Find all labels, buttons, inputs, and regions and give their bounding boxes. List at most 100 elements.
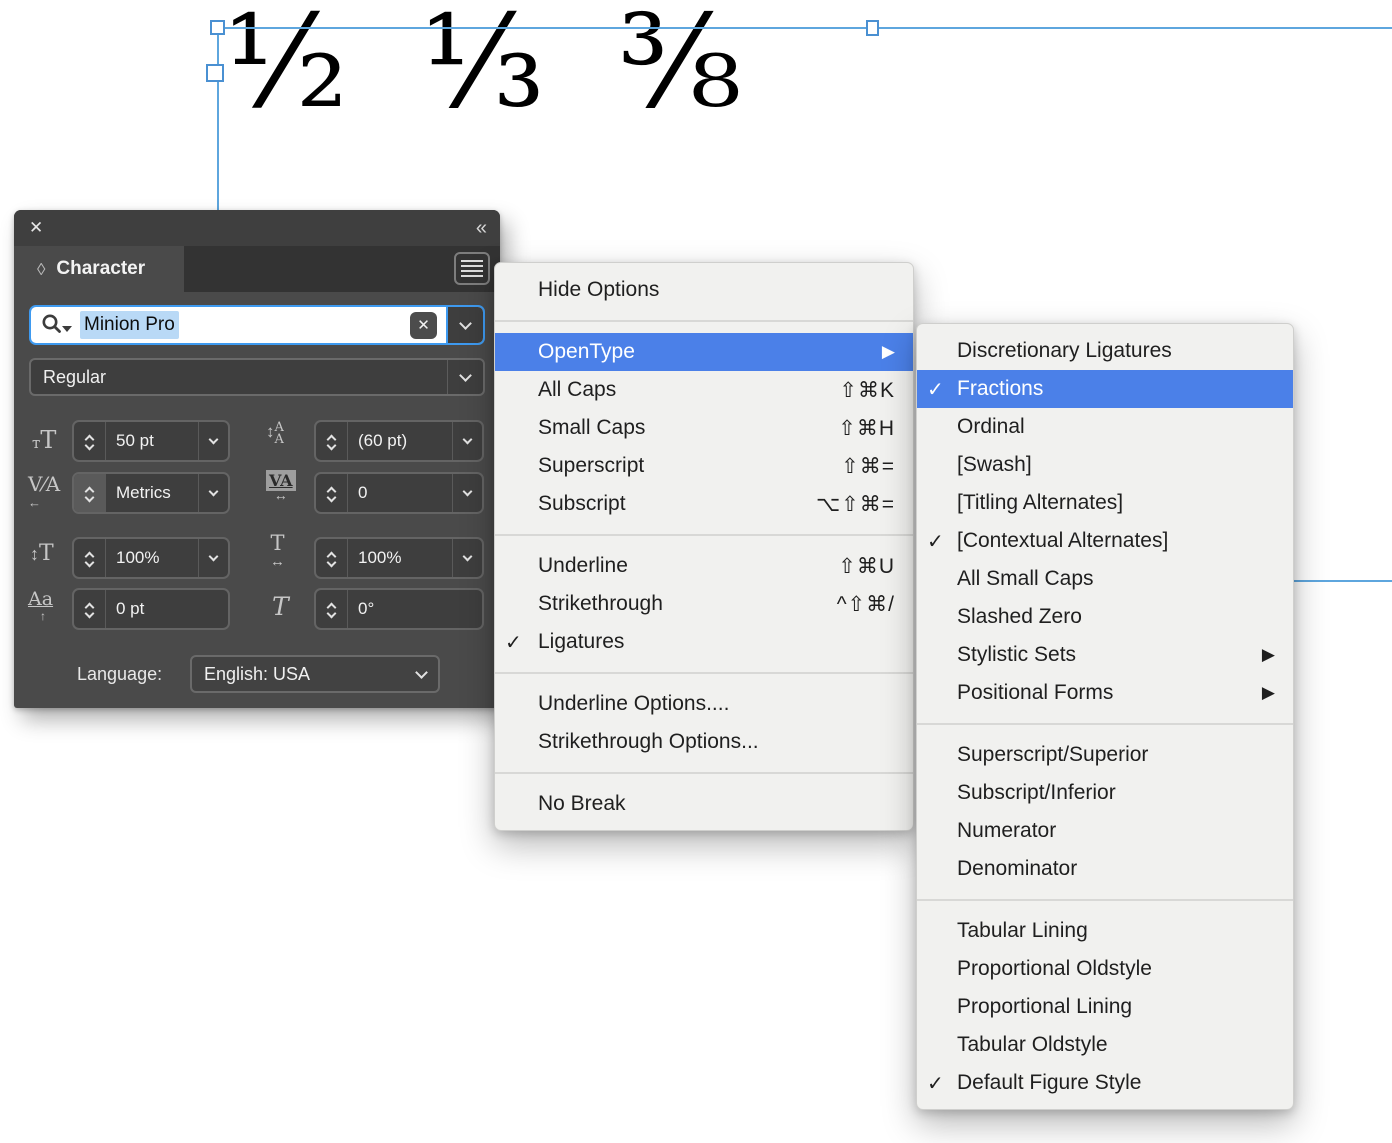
- menu-item-superscript-superior[interactable]: Superscript/Superior: [917, 736, 1293, 774]
- menu-item-underline-options[interactable]: Underline Options....: [495, 685, 913, 723]
- font-size-field[interactable]: 50 pt: [72, 420, 230, 462]
- menu-item-swash[interactable]: [Swash]: [917, 446, 1293, 484]
- skew-stepper[interactable]: [316, 590, 348, 628]
- menu-item-shortcut: ⇧⌘U: [838, 554, 895, 578]
- menu-item-subscript[interactable]: Subscript ⌥⇧⌘=: [495, 485, 913, 523]
- chevron-down-icon: [208, 486, 219, 496]
- menu-item-superscript[interactable]: Superscript ⇧⌘=: [495, 447, 913, 485]
- frame-handle-top-left[interactable]: [210, 20, 225, 35]
- menu-item-denominator[interactable]: Denominator: [917, 850, 1293, 888]
- menu-item-underline[interactable]: Underline ⇧⌘U: [495, 547, 913, 585]
- menu-item-slashed-zero[interactable]: Slashed Zero: [917, 598, 1293, 636]
- tracking-stepper[interactable]: [316, 474, 348, 512]
- horizontal-scale-field[interactable]: 100%: [314, 537, 484, 579]
- leading-stepper[interactable]: [316, 422, 348, 460]
- menu-item-hide-options[interactable]: Hide Options: [495, 271, 913, 309]
- menu-item-small-caps[interactable]: Small Caps ⇧⌘H: [495, 409, 913, 447]
- menu-item-label: [Swash]: [957, 453, 1032, 476]
- menu-item-stylistic-sets[interactable]: Stylistic Sets ▶: [917, 636, 1293, 674]
- vertical-scale-stepper[interactable]: [74, 539, 106, 577]
- menu-item-label: Superscript: [538, 454, 645, 477]
- collapse-panel-icon[interactable]: «: [475, 216, 487, 239]
- menu-item-contextual-alternates[interactable]: ✓ [Contextual Alternates]: [917, 522, 1293, 560]
- tracking-dropdown-button[interactable]: [452, 474, 482, 512]
- menu-item-label: All Small Caps: [957, 567, 1094, 590]
- search-icon: [31, 313, 76, 337]
- menu-item-proportional-lining[interactable]: Proportional Lining: [917, 988, 1293, 1026]
- menu-item-tabular-lining[interactable]: Tabular Lining: [917, 912, 1293, 950]
- baseline-shift-field[interactable]: 0 pt: [72, 588, 230, 630]
- menu-item-all-caps[interactable]: All Caps ⇧⌘K: [495, 371, 913, 409]
- menu-item-label: Subscript/Inferior: [957, 781, 1116, 804]
- menu-item-label: Fractions: [957, 377, 1044, 400]
- horizontal-scale-stepper[interactable]: [316, 539, 348, 577]
- menu-item-tabular-oldstyle[interactable]: Tabular Oldstyle: [917, 1026, 1293, 1064]
- menu-item-label: Strikethrough Options...: [538, 730, 759, 753]
- kerning-stepper[interactable]: [74, 474, 106, 512]
- frame-handle-top-middle[interactable]: [866, 20, 879, 36]
- character-panel: ✕ « ◊ Character Minion Pro ✕ Regula: [14, 210, 500, 708]
- leading-field[interactable]: (60 pt): [314, 420, 484, 462]
- menu-divider: [495, 772, 913, 774]
- menu-item-subscript-inferior[interactable]: Subscript/Inferior: [917, 774, 1293, 812]
- menu-item-numerator[interactable]: Numerator: [917, 812, 1293, 850]
- font-family-dropdown-button[interactable]: [446, 307, 483, 343]
- panel-menu-button[interactable]: [454, 252, 490, 285]
- horizontal-scale-dropdown-button[interactable]: [452, 539, 482, 577]
- clear-search-button[interactable]: ✕: [410, 311, 437, 339]
- menu-item-label: All Caps: [538, 378, 617, 401]
- text-frame-bottom-edge: [1294, 580, 1392, 582]
- tracking-field[interactable]: 0: [314, 472, 484, 514]
- menu-divider: [495, 320, 913, 322]
- menu-item-fractions[interactable]: ✓ Fractions: [917, 370, 1293, 408]
- font-style-dropdown[interactable]: Regular: [29, 358, 485, 396]
- menu-item-label: Hide Options: [538, 278, 660, 301]
- chevron-down-icon: [462, 434, 473, 444]
- menu-item-default-figure-style[interactable]: ✓ Default Figure Style: [917, 1064, 1293, 1102]
- kerning-dropdown-button[interactable]: [198, 474, 228, 512]
- font-size-stepper[interactable]: [74, 422, 106, 460]
- vertical-scale-dropdown-button[interactable]: [198, 539, 228, 577]
- language-dropdown[interactable]: English: USA: [190, 655, 440, 693]
- font-style-value: Regular: [43, 366, 107, 387]
- font-family-field[interactable]: Minion Pro ✕: [29, 305, 485, 345]
- kerning-field[interactable]: Metrics: [72, 472, 230, 514]
- menu-item-label: Default Figure Style: [957, 1071, 1142, 1094]
- menu-item-all-small-caps[interactable]: All Small Caps: [917, 560, 1293, 598]
- vertical-scale-field[interactable]: 100%: [72, 537, 230, 579]
- menu-divider: [495, 534, 913, 536]
- menu-item-shortcut: ^⇧⌘/: [836, 592, 895, 616]
- menu-item-discretionary-ligatures[interactable]: Discretionary Ligatures: [917, 332, 1293, 370]
- menu-item-proportional-oldstyle[interactable]: Proportional Oldstyle: [917, 950, 1293, 988]
- menu-item-ordinal[interactable]: Ordinal: [917, 408, 1293, 446]
- tab-character[interactable]: ◊ Character: [14, 246, 184, 292]
- chevron-down-icon: [462, 551, 473, 561]
- chevron-down-icon: [459, 368, 472, 382]
- menu-item-no-break[interactable]: No Break: [495, 785, 913, 823]
- check-icon: ✓: [927, 378, 944, 401]
- horizontal-scale-value: 100%: [358, 548, 402, 567]
- leading-dropdown-button[interactable]: [452, 422, 482, 460]
- panel-cycle-icon: ◊: [37, 259, 46, 279]
- menu-item-label: [Titling Alternates]: [957, 491, 1124, 514]
- skew-field[interactable]: 0°: [314, 588, 484, 630]
- baseline-shift-stepper[interactable]: [74, 590, 106, 628]
- menu-item-label: Stylistic Sets: [957, 643, 1077, 666]
- menu-item-positional-forms[interactable]: Positional Forms ▶: [917, 674, 1293, 712]
- menu-item-opentype[interactable]: OpenType ▶: [495, 333, 913, 371]
- menu-item-label: Numerator: [957, 819, 1057, 842]
- menu-item-ligatures[interactable]: ✓ Ligatures: [495, 623, 913, 661]
- close-icon[interactable]: ✕: [29, 218, 44, 237]
- font-size-dropdown-button[interactable]: [198, 422, 228, 460]
- leading-value: (60 pt): [358, 431, 408, 450]
- tracking-icon: VA ↔: [266, 470, 296, 503]
- menu-item-strikethrough[interactable]: Strikethrough ^⇧⌘/: [495, 585, 913, 623]
- menu-item-shortcut: ⇧⌘H: [838, 416, 895, 440]
- menu-item-titling-alternates[interactable]: [Titling Alternates]: [917, 484, 1293, 522]
- menu-item-label: Subscript: [538, 492, 626, 515]
- menu-item-label: Tabular Lining: [957, 919, 1088, 942]
- kerning-icon: V⁄A ←: [28, 472, 61, 510]
- menu-item-strikethrough-options[interactable]: Strikethrough Options...: [495, 723, 913, 761]
- frame-in-port[interactable]: [206, 64, 224, 82]
